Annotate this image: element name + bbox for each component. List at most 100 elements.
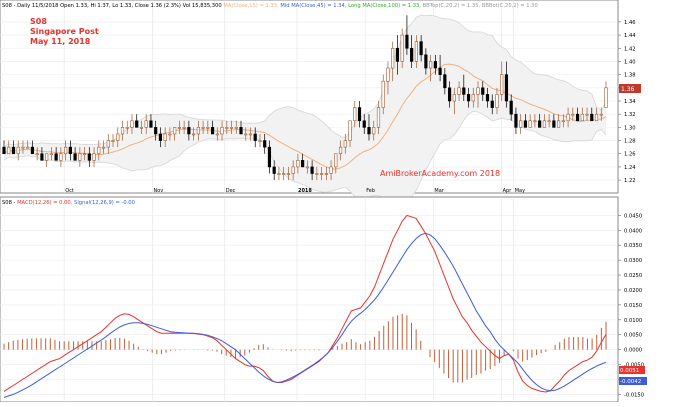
- price-y-tick-label: 1.24: [624, 165, 636, 171]
- x-tick-label: Feb: [366, 188, 375, 194]
- candle: [234, 120, 238, 134]
- price-header-ma1: MA(Close,15) = 1.33,: [223, 3, 279, 9]
- candle-body: [538, 120, 542, 128]
- candle: [376, 101, 381, 134]
- candle: [590, 107, 594, 122]
- candle-body: [2, 146, 6, 155]
- candle-body: [343, 140, 347, 148]
- candle-body: [329, 166, 333, 174]
- candle: [78, 147, 82, 167]
- candle-body: [429, 61, 433, 69]
- candle: [438, 54, 442, 82]
- candle: [315, 166, 319, 181]
- macd-y-tick-label: 0.0000: [624, 348, 642, 354]
- candle-body: [101, 146, 106, 149]
- candle-body: [87, 153, 91, 161]
- candle-body: [533, 120, 537, 123]
- candle-body: [272, 166, 276, 174]
- price-header-bb: BBTop(C,20,2) = 1.35, BBBot(C,20,2) = 1.…: [421, 3, 538, 9]
- candle: [2, 140, 6, 155]
- candle: [92, 147, 96, 167]
- candle: [154, 120, 158, 141]
- macd-header-prefix: S08 -: [2, 200, 17, 206]
- macd-y-tick-label: 0.0250: [624, 273, 642, 279]
- candle: [116, 127, 120, 148]
- candle-body: [144, 120, 148, 128]
- candle-body: [334, 153, 338, 168]
- price-y-tick-label: 1.42: [624, 46, 636, 52]
- candle-body: [258, 140, 262, 142]
- candle-body: [263, 140, 267, 148]
- candle-body: [21, 146, 25, 149]
- candle: [338, 140, 343, 161]
- candle-body: [357, 107, 362, 122]
- candle-body: [324, 173, 328, 175]
- candle: [343, 133, 347, 154]
- candle: [547, 114, 551, 128]
- x-tick-label: Oct: [65, 188, 74, 194]
- macd-panel-frame: [0, 196, 619, 403]
- candle: [87, 147, 91, 167]
- candle-body: [604, 87, 608, 108]
- candle-body: [500, 74, 504, 95]
- candle-body: [490, 100, 494, 108]
- candle-body: [599, 113, 603, 116]
- candle: [395, 35, 400, 75]
- candle-body: [49, 153, 53, 156]
- candle-body: [414, 41, 418, 62]
- bollinger-band-fill: [4, 15, 606, 208]
- candle-body: [476, 87, 480, 95]
- candle-body: [566, 113, 570, 122]
- macd-value-label: 0.0051: [620, 368, 639, 374]
- signal-value-label: -0.0042: [620, 379, 641, 385]
- price-y-tick-label: 1.38: [624, 73, 636, 79]
- candle: [495, 87, 499, 115]
- macd-y-tick-label: 0.0450: [624, 213, 642, 219]
- candle: [372, 120, 376, 141]
- candle-body: [443, 74, 447, 89]
- candle-body: [182, 127, 186, 129]
- candle: [305, 160, 309, 174]
- candle: [187, 120, 191, 141]
- candle: [353, 101, 357, 128]
- candle-body: [253, 133, 257, 141]
- candle: [59, 147, 63, 167]
- candle: [35, 147, 39, 161]
- candle-body: [45, 153, 49, 161]
- candle: [192, 127, 196, 141]
- candle: [225, 120, 229, 134]
- candle: [357, 101, 362, 128]
- candle-body: [35, 153, 39, 156]
- candle-body: [82, 153, 87, 156]
- macd-line: [3, 214, 607, 393]
- candle-body: [557, 120, 561, 128]
- candle-body: [158, 133, 163, 141]
- candle-body: [26, 146, 30, 149]
- candle-body: [575, 113, 580, 122]
- candle: [566, 107, 570, 128]
- candle-body: [514, 113, 518, 128]
- candle: [319, 166, 324, 181]
- x-tick-label: Dec: [226, 188, 236, 194]
- macd-y-tick-label: 0.0400: [624, 228, 642, 234]
- candle: [30, 140, 35, 155]
- candle-body: [481, 87, 485, 95]
- price-y-tick-label: 1.32: [624, 112, 636, 118]
- macd-y-tick-label: -0.0150: [624, 392, 644, 398]
- candle: [64, 140, 68, 161]
- candle-body: [11, 146, 16, 155]
- candle-body: [215, 133, 219, 136]
- candle: [201, 120, 205, 134]
- candle-body: [457, 87, 461, 95]
- candle-body: [73, 153, 77, 161]
- candle-body: [30, 146, 35, 155]
- candle-body: [547, 120, 551, 123]
- price-y-tick-label: 1.22: [624, 178, 636, 184]
- candle: [447, 81, 452, 108]
- candle: [433, 54, 437, 75]
- candle: [282, 166, 286, 181]
- candle-body: [552, 120, 556, 128]
- macd-y-tick-label: 0.0300: [624, 258, 642, 264]
- candle: [45, 153, 49, 167]
- candle: [466, 87, 471, 108]
